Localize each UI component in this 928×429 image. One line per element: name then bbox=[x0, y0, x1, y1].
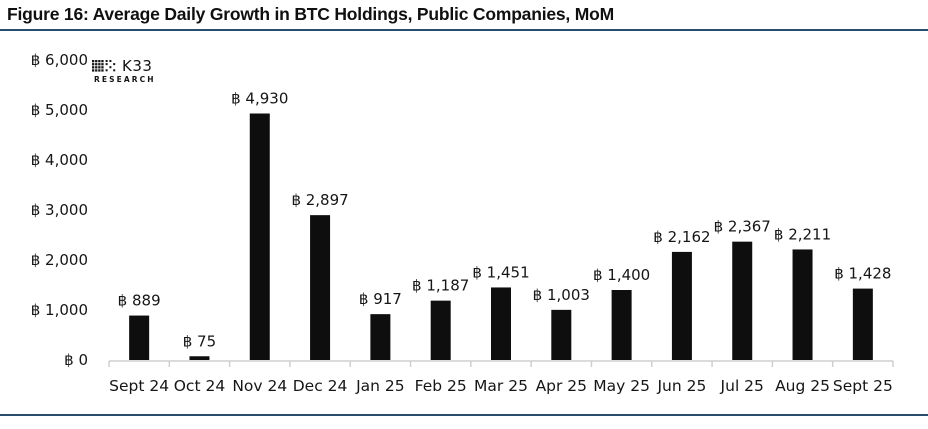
y-tick-label: ฿ 4,000 bbox=[31, 151, 88, 169]
bar-jun-25 bbox=[671, 251, 692, 360]
y-tick-label: ฿ 0 bbox=[64, 351, 88, 369]
bar-value-label: ฿ 2,162 bbox=[653, 228, 710, 246]
x-tick-label: Sept 25 bbox=[833, 377, 893, 395]
header-rule bbox=[0, 29, 928, 31]
bar-value-label: ฿ 2,897 bbox=[291, 191, 348, 209]
x-tick-label: Apr 25 bbox=[536, 377, 587, 395]
bar-value-label: ฿ 2,367 bbox=[714, 218, 771, 236]
k33-dot-matrix-icon bbox=[92, 60, 116, 72]
bar-may-25 bbox=[611, 290, 632, 360]
bar-value-label: ฿ 1,400 bbox=[593, 266, 650, 284]
logo-sub-text: RESEARCH bbox=[94, 75, 156, 84]
x-tick-label: Jul 25 bbox=[720, 377, 764, 395]
bar-value-label: ฿ 4,930 bbox=[231, 90, 288, 108]
bar-aug-25 bbox=[792, 249, 813, 360]
bar-oct-24 bbox=[189, 356, 210, 360]
y-tick-label: ฿ 2,000 bbox=[31, 251, 88, 269]
bar-value-label: ฿ 889 bbox=[118, 292, 161, 310]
bar-value-label: ฿ 1,187 bbox=[412, 277, 469, 295]
y-tick-label: ฿ 1,000 bbox=[31, 301, 88, 319]
x-tick-label: Sept 24 bbox=[109, 377, 169, 395]
bar-value-label: ฿ 1,003 bbox=[533, 286, 590, 304]
bar-apr-25 bbox=[551, 309, 572, 360]
y-tick-label: ฿ 5,000 bbox=[31, 101, 88, 119]
y-tick-label: ฿ 6,000 bbox=[31, 51, 88, 69]
x-tick-label: Jan 25 bbox=[355, 377, 405, 395]
footer-rule bbox=[0, 414, 928, 416]
x-tick-label: Mar 25 bbox=[474, 377, 528, 395]
bar-value-label: ฿ 917 bbox=[359, 290, 402, 308]
x-tick-label: Aug 25 bbox=[775, 377, 830, 395]
bar-sept-25 bbox=[852, 288, 873, 360]
x-tick-label: Nov 24 bbox=[232, 377, 287, 395]
bar-feb-25 bbox=[430, 300, 451, 360]
bar-jul-25 bbox=[732, 241, 753, 360]
bar-value-label: ฿ 1,451 bbox=[472, 263, 529, 281]
x-tick-label: Oct 24 bbox=[174, 377, 225, 395]
bar-sept-24 bbox=[129, 315, 150, 360]
logo-brand-text: K33 bbox=[122, 57, 153, 75]
bar-mar-25 bbox=[491, 287, 511, 360]
bar-value-label: ฿ 2,211 bbox=[774, 225, 831, 243]
figure-title: Figure 16: Average Daily Growth in BTC H… bbox=[7, 4, 615, 24]
bar-value-label: ฿ 75 bbox=[183, 332, 216, 350]
x-tick-label: May 25 bbox=[593, 377, 650, 395]
x-tick-label: Dec 24 bbox=[293, 377, 348, 395]
x-tick-label: Jun 25 bbox=[656, 377, 706, 395]
bar-nov-24 bbox=[249, 113, 270, 360]
bar-dec-24 bbox=[310, 215, 331, 360]
y-tick-label: ฿ 3,000 bbox=[31, 201, 88, 219]
bar-jan-25 bbox=[370, 314, 391, 360]
bar-value-label: ฿ 1,428 bbox=[834, 265, 891, 283]
x-tick-label: Feb 25 bbox=[415, 377, 467, 395]
k33-research-logo: K33 RESEARCH bbox=[92, 59, 156, 84]
